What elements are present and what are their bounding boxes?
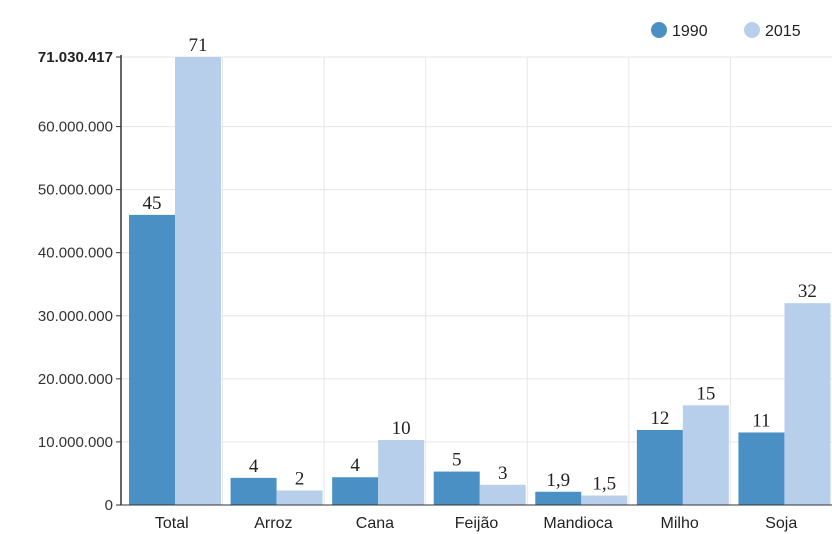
x-tick-label: Feijão: [455, 515, 499, 532]
data-labels: 45 71 4 2 4 10 5 3 1,9 1,5 12 15 11 32: [143, 35, 817, 495]
data-label-1990-6: 11: [752, 410, 770, 431]
x-tick-label: Arroz: [254, 515, 292, 532]
bar-1990-2: [332, 477, 379, 505]
data-label-1990-2: 4: [350, 455, 360, 476]
data-label-1990-0: 45: [143, 193, 162, 214]
bar-1990-1: [230, 477, 277, 505]
y-tick-label: 50.000.000: [38, 182, 113, 199]
x-tick-label: Cana: [356, 515, 394, 532]
bar-1990-4: [535, 491, 582, 505]
bar-1990-0: [129, 214, 175, 505]
legend-swatch-2015: [744, 22, 760, 38]
y-tick-label: 60.000.000: [38, 119, 113, 136]
grid-lines: [121, 56, 832, 505]
bar-2015-1: [276, 490, 323, 505]
data-label-2015-2: 10: [392, 418, 411, 439]
data-label-2015-0: 71: [189, 35, 208, 56]
bar-1990-6: [738, 432, 785, 505]
bar-2015-2: [378, 440, 425, 505]
x-tick-label: Mandioca: [543, 515, 612, 532]
x-tick-label: Total: [155, 515, 189, 532]
data-label-2015-6: 32: [798, 281, 817, 302]
y-tick-label: 20.000.000: [38, 371, 113, 388]
x-tick-label: Soja: [765, 515, 797, 532]
data-label-2015-4: 1,5: [592, 474, 616, 495]
bar-2015-5: [682, 405, 729, 505]
bar-2015-3: [479, 484, 526, 505]
bar-2015-4: [581, 495, 628, 505]
data-label-2015-3: 3: [498, 463, 508, 484]
y-tick-label: 40.000.000: [38, 245, 113, 262]
y-axis: 0 10.000.000 20.000.000 30.000.000 40.000.00…: [38, 49, 122, 514]
data-label-2015-1: 2: [295, 468, 305, 489]
y-tick-label: 10.000.000: [38, 434, 113, 451]
y-tick-label: 0: [105, 497, 113, 514]
legend-label-1990: 1990: [672, 23, 708, 40]
y-tick-label: 30.000.000: [38, 308, 113, 325]
bar-2015-6: [784, 303, 831, 505]
data-label-1990-4: 1,9: [546, 470, 570, 491]
x-tick-label: Milho: [661, 515, 699, 532]
bar-1990-3: [433, 471, 480, 505]
data-label-1990-1: 4: [249, 456, 259, 477]
data-label-1990-3: 5: [452, 450, 462, 471]
data-label-2015-5: 15: [696, 383, 715, 404]
y-tick-label: 71.030.417: [38, 49, 113, 66]
bar-1990-5: [636, 429, 683, 505]
bars: [129, 57, 831, 505]
legend-label-2015: 2015: [765, 23, 801, 40]
x-axis: Total Arroz Cana Feijão Mandioca Milho Soja: [121, 504, 832, 532]
legend: 1990 2015: [651, 22, 801, 40]
bar-2015-0: [175, 57, 221, 505]
data-label-1990-5: 12: [650, 408, 669, 429]
legend-swatch-1990: [651, 22, 667, 38]
